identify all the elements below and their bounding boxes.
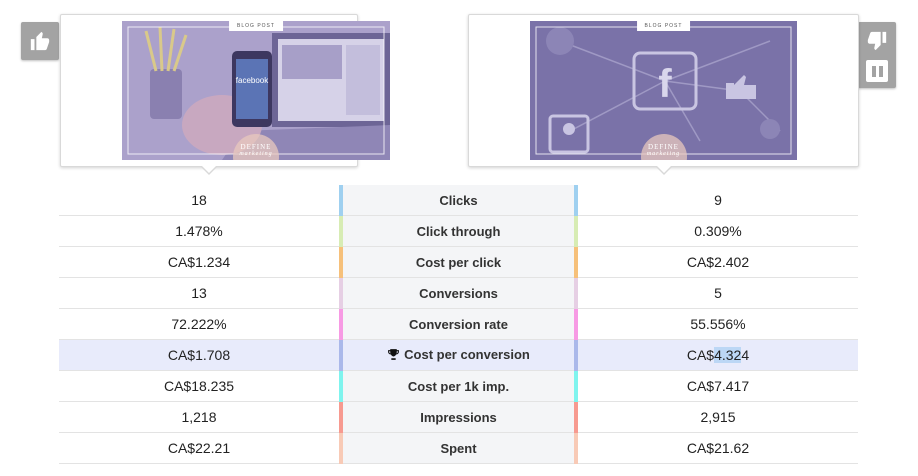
phone-brand-text: facebook — [236, 76, 269, 85]
thumbs-down-icon[interactable] — [864, 28, 890, 54]
metric-label-text: Conversions — [419, 285, 498, 301]
metric-value-right: CA$4.324 — [576, 339, 858, 371]
metric-row: CA$22.21 Spent CA$21.62 — [59, 432, 858, 464]
metric-label-text: Spent — [440, 440, 477, 456]
trophy-icon — [387, 348, 400, 364]
metric-label-text: Cost per click — [415, 254, 502, 270]
metric-label: Cost per conversion — [339, 339, 578, 371]
metric-label: Spent — [339, 432, 578, 464]
like-button[interactable] — [21, 22, 59, 60]
pause-button[interactable] — [866, 60, 888, 82]
ad-image-left: facebook BLOG POST DEFINE marketing — [122, 21, 390, 160]
brand-seal-title-left: DEFINE — [240, 143, 272, 151]
metric-value-right: 2,915 — [576, 401, 858, 433]
ad-image-right: f BLOG POST DEFINE marketing — [530, 21, 797, 160]
metric-row: 72.222% Conversion rate 55.556% — [59, 308, 858, 340]
brand-seal-sub-right: marketing — [646, 151, 681, 157]
metric-value-left: 13 — [59, 277, 341, 309]
metric-value-left: 72.222% — [59, 308, 341, 340]
metric-value-right: CA$21.62 — [576, 432, 858, 464]
metric-label: Conversions — [339, 277, 578, 309]
metric-label-text: Clicks — [439, 192, 478, 208]
metric-row: 18 Clicks 9 — [59, 185, 858, 216]
metric-row: CA$1.708 Cost per conversion CA$4.324 — [59, 339, 858, 371]
facebook-logo: f — [658, 62, 672, 106]
metric-label: Cost per click — [339, 246, 578, 278]
metric-label-text: Cost per 1k imp. — [407, 378, 510, 394]
metrics-table-body: 18 Clicks 9 1.478% Click through 0.309% CA$1.2… — [59, 185, 858, 464]
metric-value-right: CA$7.417 — [576, 370, 858, 402]
thumbs-up-icon — [27, 28, 53, 54]
metric-value-left: CA$18.235 — [59, 370, 341, 402]
card-pointer-left — [200, 165, 218, 175]
metric-value-right-prefix: CA$ — [686, 347, 715, 363]
metric-row: 1.478% Click through 0.309% — [59, 215, 858, 247]
metric-label-text: Cost per conversion — [404, 346, 530, 362]
ad-preview-right[interactable]: f BLOG POST DEFINE marketing — [468, 14, 859, 175]
metric-label: Conversion rate — [339, 308, 578, 340]
metric-value-right: 55.556% — [576, 308, 858, 340]
metric-value-left: CA$22.21 — [59, 432, 341, 464]
brand-seal-title-right: DEFINE — [648, 143, 679, 151]
metric-value-right: CA$2.402 — [576, 246, 858, 278]
metric-row: CA$1.234 Cost per click CA$2.402 — [59, 246, 858, 278]
dislike-button[interactable] — [858, 22, 896, 88]
metric-row: CA$18.235 Cost per 1k imp. CA$7.417 — [59, 370, 858, 402]
blog-post-tag-right: BLOG POST — [636, 21, 691, 31]
ad-preview-left[interactable]: facebook BLOG POST DEFINE marketing — [60, 14, 390, 175]
metric-value-left: 1,218 — [59, 401, 341, 433]
selected-text: 4.32 — [714, 347, 742, 363]
metric-value-right-suffix: 4 — [741, 347, 750, 363]
metric-value-left: 1.478% — [59, 215, 341, 247]
metric-label: Impressions — [339, 401, 578, 433]
brand-seal-sub-left: marketing — [239, 151, 273, 157]
metric-label: Clicks — [339, 185, 578, 216]
blog-post-tag-left: BLOG POST — [229, 21, 283, 31]
card-pointer-right — [654, 165, 673, 175]
metric-label: Cost per 1k imp. — [339, 370, 578, 402]
ad-photo-left: facebook — [122, 21, 390, 160]
metric-value-right: 9 — [576, 185, 858, 216]
metric-row: 1,218 Impressions 2,915 — [59, 401, 858, 433]
metric-label-text: Click through — [416, 223, 501, 239]
metric-row: 13 Conversions 5 — [59, 277, 858, 309]
metric-value-left: CA$1.234 — [59, 246, 341, 278]
metric-value-left: CA$1.708 — [59, 339, 341, 371]
metric-label-text: Impressions — [420, 409, 497, 425]
metrics-comparison-table: 18 Clicks 9 1.478% Click through 0.309% CA$1.2… — [59, 185, 858, 464]
metric-value-left: 18 — [59, 185, 341, 216]
pause-icon — [871, 65, 883, 77]
metric-value-right: 5 — [576, 277, 858, 309]
metric-label-text: Conversion rate — [409, 316, 508, 332]
metric-label: Click through — [339, 215, 578, 247]
metric-value-right: 0.309% — [576, 215, 858, 247]
